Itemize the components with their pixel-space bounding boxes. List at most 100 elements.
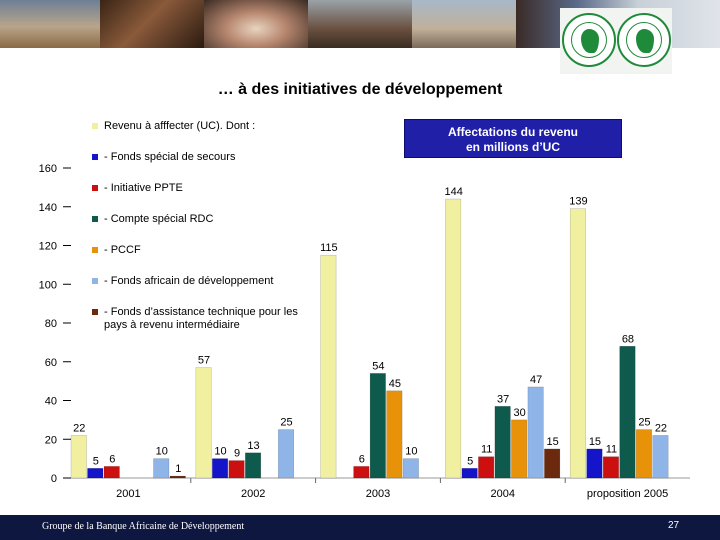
legend-label: - Fonds africain de développement xyxy=(104,275,274,287)
bar-value-label: 54 xyxy=(372,360,384,372)
bar xyxy=(320,254,337,479)
bar xyxy=(478,456,495,479)
bar xyxy=(103,466,120,479)
afdb-logo xyxy=(560,8,672,74)
bar-value-label: 25 xyxy=(638,417,650,429)
bar xyxy=(353,466,370,479)
bar-value-label: 22 xyxy=(73,422,85,434)
bar-value-label: 57 xyxy=(198,355,210,367)
bar xyxy=(511,419,528,479)
bar-value-label: 10 xyxy=(405,446,417,458)
bar-value-label: 15 xyxy=(589,436,601,448)
photo-market-street xyxy=(308,0,412,48)
x-tick-label: 2002 xyxy=(241,488,265,500)
bar-value-label: 11 xyxy=(481,444,492,456)
legend-label: - Fonds d’assistance technique pour les … xyxy=(104,306,298,331)
photo-children xyxy=(100,0,204,48)
slide-title: … à des initiatives de développement xyxy=(217,81,503,98)
bar xyxy=(228,460,245,479)
y-tick-label: 120 xyxy=(39,241,57,253)
y-tick-label: 20 xyxy=(45,434,57,446)
bar-value-label: 5 xyxy=(467,455,473,467)
bar-chart: 0 20 40 60 80 100 120 140 160 2001 2002 2003 2004 pro… xyxy=(39,163,690,500)
bar-value-label: 139 xyxy=(569,196,587,208)
bar xyxy=(278,429,295,479)
bar-value-label: 9 xyxy=(234,448,240,460)
bar xyxy=(70,435,87,479)
y-tick-label: 160 xyxy=(39,163,57,175)
bar-value-label: 1 xyxy=(175,463,181,475)
photo-village-building xyxy=(0,0,100,48)
page-number: 27 xyxy=(668,520,680,531)
y-tick-label: 0 xyxy=(51,473,57,485)
bar xyxy=(494,406,511,479)
bar-value-label: 115 xyxy=(320,242,338,254)
legend-swatch xyxy=(92,154,98,160)
bar xyxy=(527,386,544,479)
x-tick-label: 2001 xyxy=(116,488,140,500)
bar xyxy=(386,390,403,479)
bar-value-label: 144 xyxy=(444,186,462,198)
bar xyxy=(87,468,104,479)
bar-value-label: 10 xyxy=(214,446,226,458)
bar xyxy=(461,468,478,479)
bar xyxy=(402,458,419,479)
x-tick-label: 2003 xyxy=(366,488,390,500)
afdb-seal-right xyxy=(617,13,671,67)
footer-bar: Groupe de la Banque Africaine de Dévelop… xyxy=(0,515,720,540)
bar xyxy=(212,458,229,479)
bar-value-label: 13 xyxy=(247,440,259,452)
legend-swatch xyxy=(92,216,98,222)
legend-swatch xyxy=(92,247,98,253)
bar-value-label: 5 xyxy=(93,455,99,467)
bar-value-label: 6 xyxy=(359,453,365,465)
bar xyxy=(245,452,262,479)
bar xyxy=(195,367,212,479)
y-tick-label: 40 xyxy=(45,396,57,408)
bar-value-label: 45 xyxy=(389,378,401,390)
photo-construction-site xyxy=(412,0,516,48)
bar xyxy=(652,435,669,479)
bar-value-label: 37 xyxy=(497,393,509,405)
bar xyxy=(586,448,603,479)
bar-value-label: 6 xyxy=(109,453,115,465)
legend-swatch xyxy=(92,278,98,284)
bar xyxy=(619,346,636,479)
bar xyxy=(602,456,619,479)
y-tick-label: 140 xyxy=(39,202,57,214)
bar xyxy=(169,475,186,479)
legend-swatch xyxy=(92,185,98,191)
bar-value-label: 11 xyxy=(606,444,617,456)
bar-value-label: 15 xyxy=(547,436,559,448)
bar-value-label: 47 xyxy=(530,374,542,386)
y-tick-label: 80 xyxy=(45,318,57,330)
photo-cowrie-shell xyxy=(204,0,308,48)
legend-label: - Fonds spécial de secours xyxy=(104,151,236,163)
bar-value-label: 10 xyxy=(156,446,168,458)
bar-value-label: 22 xyxy=(655,422,667,434)
chart-note-box: Affectations du revenu en millions d’UC xyxy=(404,119,622,158)
afdb-seal-left xyxy=(562,13,616,67)
legend-label: - Compte spécial RDC xyxy=(104,213,214,225)
legend-label: - PCCF xyxy=(104,244,141,256)
bar xyxy=(544,448,561,479)
bar xyxy=(635,429,652,479)
bar xyxy=(369,373,386,479)
x-tick-label: 2004 xyxy=(491,488,515,500)
footer-org-name: Groupe de la Banque Africaine de Dévelop… xyxy=(42,521,245,532)
legend-label: Revenu à afffecter (UC). Dont : xyxy=(104,120,256,132)
y-tick-label: 100 xyxy=(39,279,57,291)
bar-value-label: 25 xyxy=(280,417,292,429)
legend-swatch xyxy=(92,123,98,129)
bar-value-label: 30 xyxy=(514,407,526,419)
legend-swatch xyxy=(92,309,98,315)
note-line-1: Affectations du revenu xyxy=(447,125,579,139)
bar xyxy=(153,458,170,479)
note-line-2: en millions d’UC xyxy=(465,140,560,154)
x-tick-label: proposition 2005 xyxy=(587,488,668,500)
bar-value-label: 68 xyxy=(622,333,634,345)
legend-label: - Initiative PPTE xyxy=(104,182,183,194)
bar xyxy=(569,208,586,479)
bar xyxy=(445,198,462,479)
y-tick-label: 60 xyxy=(45,357,57,369)
